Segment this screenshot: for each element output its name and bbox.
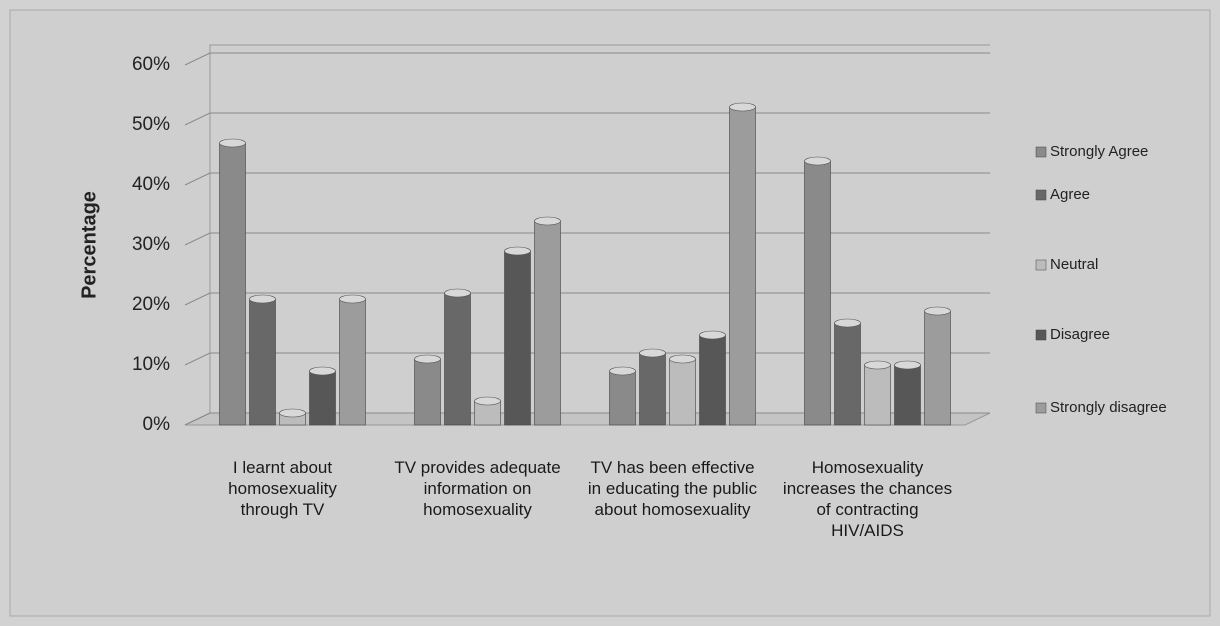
legend-label: Strongly disagree — [1050, 399, 1167, 416]
bar-cap — [219, 138, 246, 148]
bar — [504, 250, 531, 426]
bar — [444, 292, 471, 426]
bar — [249, 298, 276, 426]
bar — [309, 370, 336, 426]
bar-cap — [249, 294, 276, 304]
legend-swatch — [1035, 329, 1047, 341]
bar — [339, 298, 366, 426]
bar-cap — [729, 102, 756, 112]
legend-label: Agree — [1050, 186, 1090, 203]
bar-cap — [504, 246, 531, 256]
y-tick-label: 0% — [143, 414, 171, 435]
y-tick-label: 10% — [132, 354, 170, 375]
y-tick-label: 20% — [132, 294, 170, 315]
bar — [699, 334, 726, 426]
bar-cap — [339, 294, 366, 304]
y-tick-label: 60% — [132, 54, 170, 75]
bar-cap — [414, 354, 441, 364]
legend-label: Disagree — [1050, 326, 1110, 343]
bar — [729, 106, 756, 426]
bar — [534, 220, 561, 426]
x-tick-label: Homosexuality increases the chances of c… — [782, 458, 953, 540]
bar — [804, 160, 831, 426]
grid-line — [184, 52, 990, 66]
bar-cap — [474, 396, 501, 406]
x-tick-label: TV provides adequate information on homo… — [394, 458, 561, 519]
y-tick-label: 40% — [132, 174, 170, 195]
bar-cap — [894, 360, 921, 370]
bar — [639, 352, 666, 426]
bar — [894, 364, 921, 426]
bar-cap — [639, 348, 666, 358]
legend-label: Neutral — [1050, 256, 1098, 273]
x-tick-label: I learnt about homosexuality through TV — [228, 458, 337, 519]
y-tick-label: 30% — [132, 234, 170, 255]
bar-cap — [834, 318, 861, 328]
bar-cap — [309, 366, 336, 376]
bar — [834, 322, 861, 426]
legend-swatch — [1035, 189, 1047, 201]
bar — [924, 310, 951, 426]
bar-cap — [699, 330, 726, 340]
bar-cap — [444, 288, 471, 298]
bar — [219, 142, 246, 426]
bar-cap — [279, 408, 306, 418]
bar — [864, 364, 891, 426]
x-tick-label: TV has been effective in educating the p… — [587, 458, 758, 519]
bar-cap — [669, 354, 696, 364]
bar-cap — [864, 360, 891, 370]
bar-cap — [924, 306, 951, 316]
legend-label: Strongly Agree — [1050, 143, 1148, 160]
bar-cap — [609, 366, 636, 376]
y-axis-label: Percentage — [78, 191, 100, 299]
bar — [609, 370, 636, 426]
y-tick-label: 50% — [132, 114, 170, 135]
bar-cap — [534, 216, 561, 226]
bar-cap — [804, 156, 831, 166]
legend-swatch — [1035, 402, 1047, 414]
chart-frame — [9, 9, 1211, 617]
legend-swatch — [1035, 146, 1047, 158]
bar — [669, 358, 696, 426]
legend-swatch — [1035, 259, 1047, 271]
bar — [414, 358, 441, 426]
